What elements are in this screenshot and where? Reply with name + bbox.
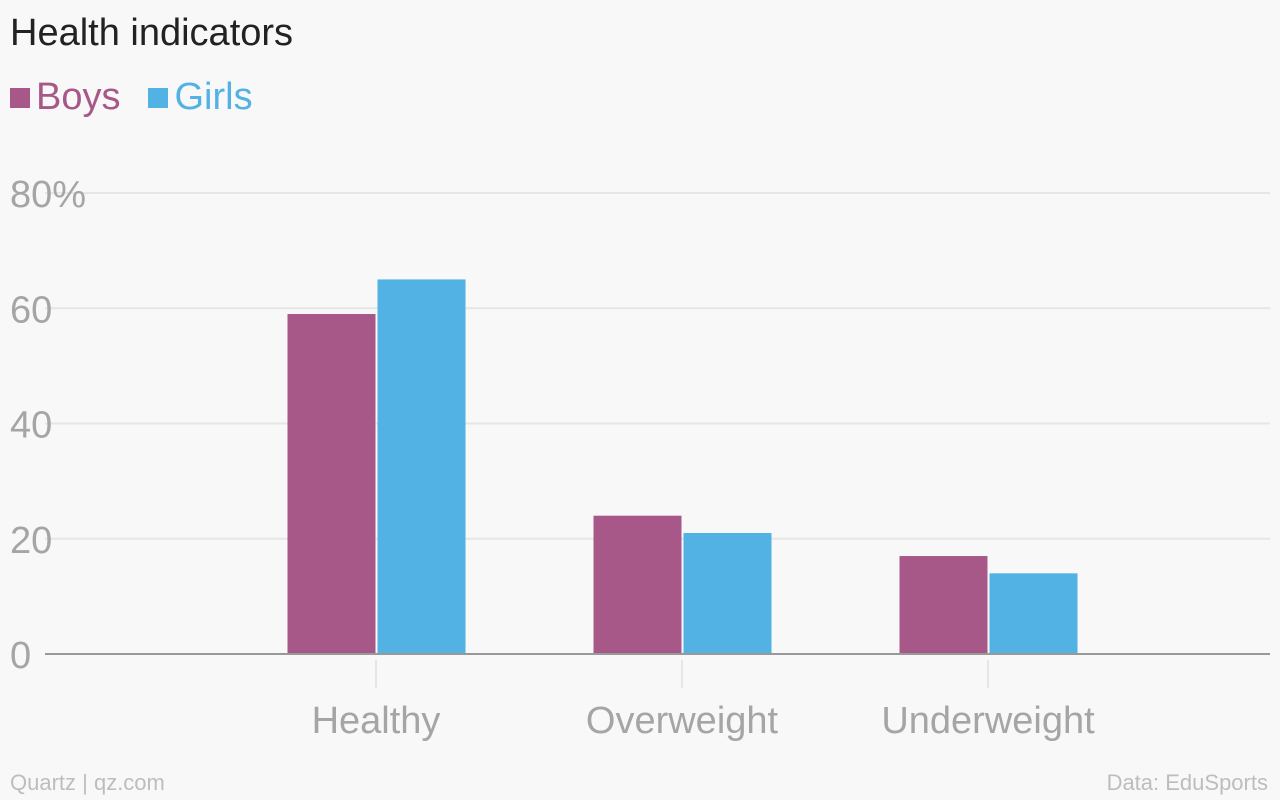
- x-tick-label: Overweight: [586, 700, 779, 742]
- legend-label-girls: Girls: [174, 76, 253, 118]
- y-tick-label: 40: [10, 405, 52, 447]
- bar-boys-overweight: [593, 515, 682, 654]
- y-tick-label: 0: [10, 635, 31, 677]
- legend-item-girls: Girls: [148, 76, 253, 119]
- legend-item-boys: Boys: [10, 76, 120, 119]
- bar-boys-underweight: [899, 556, 988, 654]
- bar-girls-underweight: [989, 573, 1078, 654]
- legend: Boys Girls: [10, 76, 253, 119]
- y-tick-label: 20: [10, 520, 52, 562]
- legend-swatch-girls: [148, 87, 169, 108]
- footer-credit: Quartz | qz.com: [10, 770, 165, 795]
- y-tick-label: 60: [10, 289, 52, 331]
- bar-girls-overweight: [683, 532, 772, 654]
- x-tick-label: Healthy: [312, 700, 441, 742]
- legend-swatch-boys: [10, 87, 30, 108]
- y-tick-label: 80%: [10, 174, 86, 216]
- legend-label-boys: Boys: [36, 76, 121, 118]
- footer-data-source: Data: EduSports: [1106, 770, 1268, 795]
- bar-girls-healthy: [377, 279, 466, 654]
- chart-title: Health indicators: [10, 12, 294, 54]
- bar-boys-healthy: [287, 314, 376, 654]
- x-tick-label: Underweight: [881, 700, 1095, 742]
